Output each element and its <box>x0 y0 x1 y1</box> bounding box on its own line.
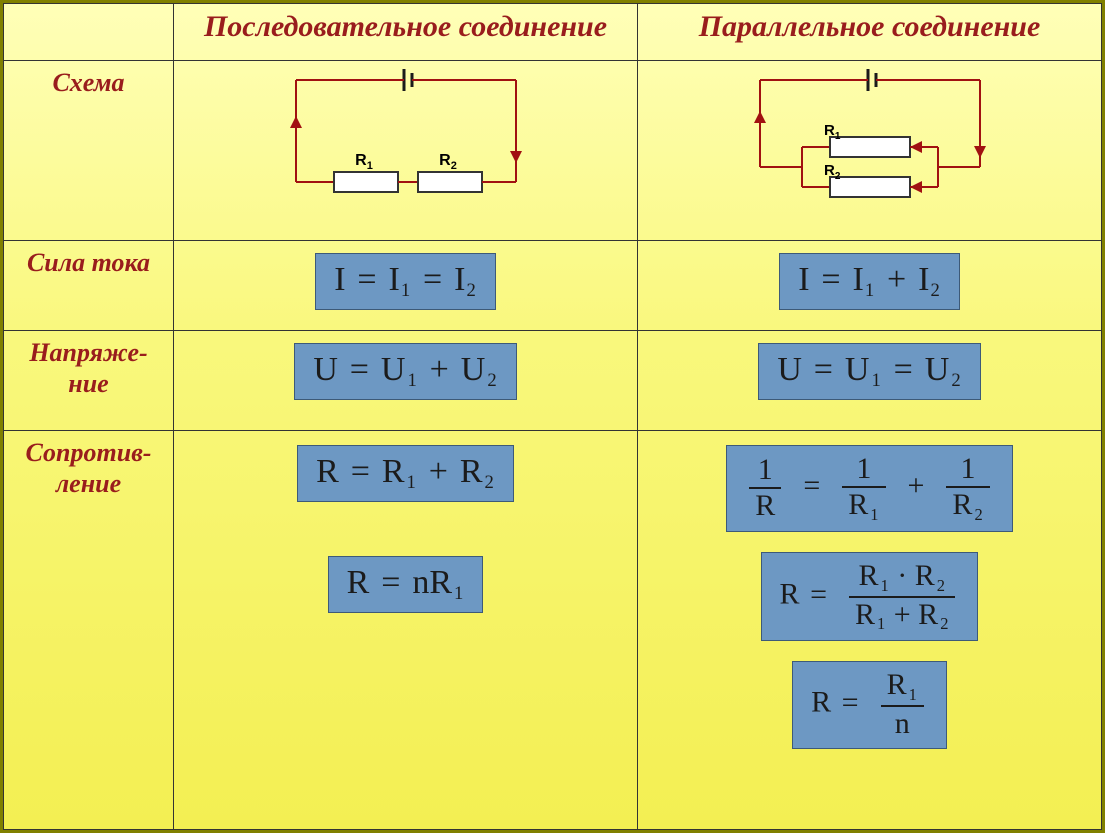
svg-text:R2: R2 <box>439 152 457 172</box>
comparison-table: Последовательное соединение Параллельное… <box>3 3 1102 830</box>
page: Последовательное соединение Параллельное… <box>0 0 1105 833</box>
row-current: Сила тока I=I1=I2 I=I1+I2 <box>4 240 1102 330</box>
cell-schema-parallel: R1 R2 <box>638 60 1102 240</box>
rowlabel-current: Сила тока <box>4 240 174 330</box>
cell-resist-parallel: 1R = 1R1 + 1R2 R= R1 · R2 R1 + R2 R= R1n <box>638 430 1102 829</box>
cell-current-series: I=I1=I2 <box>174 240 638 330</box>
circuit-series: R1 R2 <box>256 67 556 217</box>
table-header-row: Последовательное соединение Параллельное… <box>4 4 1102 61</box>
cell-voltage-parallel: U=U1=U2 <box>638 330 1102 430</box>
formula-parallel-r-n: R= R1n <box>792 661 947 748</box>
svg-text:R1: R1 <box>355 152 373 172</box>
formula-parallel-r-inv: 1R = 1R1 + 1R2 <box>726 445 1012 532</box>
row-resistance: Сопротив-ление R=R1+R2 R=nR1 1R = 1R1 + <box>4 430 1102 829</box>
circuit-parallel: R1 R2 <box>720 67 1020 217</box>
formula-series-r-sum: R=R1+R2 <box>297 445 514 502</box>
header-parallel: Параллельное соединение <box>638 4 1102 61</box>
formula-series-r-n: R=nR1 <box>328 556 484 613</box>
cell-voltage-series: U=U1+U2 <box>174 330 638 430</box>
formula-series-current: I=I1=I2 <box>315 253 496 310</box>
cell-current-parallel: I=I1+I2 <box>638 240 1102 330</box>
formula-series-voltage: U=U1+U2 <box>294 343 516 400</box>
header-empty <box>4 4 174 61</box>
cell-resist-series: R=R1+R2 R=nR1 <box>174 430 638 829</box>
row-schema: Схема <box>4 60 1102 240</box>
formula-parallel-r-prod: R= R1 · R2 R1 + R2 <box>761 552 979 641</box>
formula-parallel-current: I=I1+I2 <box>779 253 960 310</box>
cell-schema-series: R1 R2 <box>174 60 638 240</box>
header-series: Последовательное соединение <box>174 4 638 61</box>
rowlabel-schema: Схема <box>4 60 174 240</box>
formula-parallel-voltage: U=U1=U2 <box>758 343 980 400</box>
rowlabel-voltage: Напряже-ние <box>4 330 174 430</box>
rowlabel-resistance: Сопротив-ление <box>4 430 174 829</box>
row-voltage: Напряже-ние U=U1+U2 U=U1=U2 <box>4 330 1102 430</box>
